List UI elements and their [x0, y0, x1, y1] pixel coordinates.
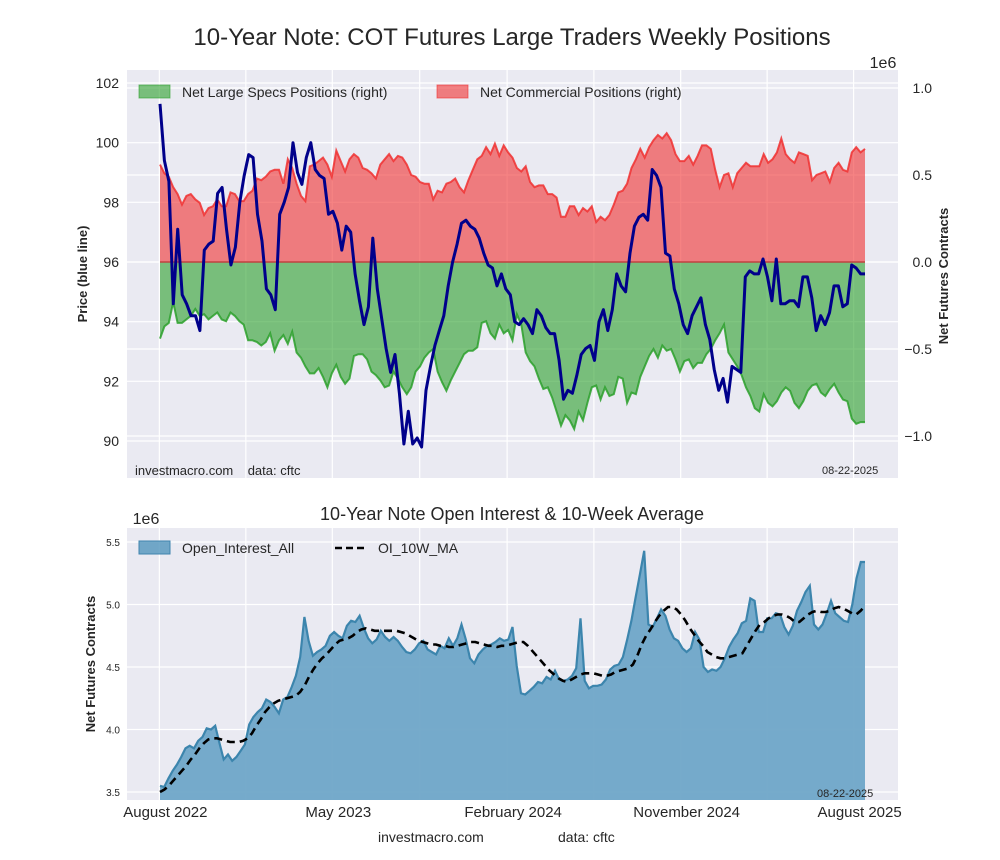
net-contracts-tick-label: 0.5 [913, 167, 933, 183]
legend-label-commercials: Net Commercial Positions (right) [480, 84, 682, 100]
open-interest-tick-label: 4.0 [106, 726, 120, 737]
price-tick-label: 90 [103, 433, 119, 449]
date-tick-label: August 2025 [817, 804, 901, 821]
legend-swatch-commercials [436, 84, 469, 99]
positions-chart: 90 92 94 96 98 100 102 −1.0 −0.5 0.0 0.5 1.0 1e6 P… [75, 55, 951, 478]
legend-label-moving-average: OI_10W_MA [378, 540, 459, 556]
legend-swatch-open-interest [138, 540, 171, 555]
net-contracts-tick-label: 1.0 [913, 80, 933, 96]
positions-areas [159, 131, 866, 432]
price-tick-label: 100 [96, 135, 120, 151]
open-interest-axis-label: Net Futures Contracts [83, 596, 98, 733]
legend-label-large-specs: Net Large Specs Positions (right) [182, 84, 387, 100]
net-contracts-tick-label: −0.5 [904, 341, 932, 357]
open-interest-line [159, 550, 865, 789]
positions-source-annotation: investmacro.com data: cftc [135, 463, 301, 478]
open-interest-title: 10-Year Note Open Interest & 10-Week Ave… [320, 504, 704, 524]
footer-source: data: cftc [558, 829, 615, 845]
date-tick-label: November 2024 [633, 804, 740, 821]
price-tick-label: 98 [103, 194, 119, 210]
price-tick-label: 94 [103, 314, 119, 330]
legend-label-open-interest: Open_Interest_All [182, 540, 294, 556]
moving-average-line [159, 604, 866, 794]
commercial-line [159, 131, 866, 225]
open-interest-chart: 10-Year Note Open Interest & 10-Week Ave… [83, 504, 902, 821]
price-line [158, 103, 865, 449]
net-contracts-axis: −1.0 −0.5 0.0 0.5 1.0 [904, 80, 932, 444]
date-x-axis: August 2022 May 2023 February 2024 November… [123, 804, 901, 821]
price-line-group [158, 103, 865, 449]
date-tick-label: May 2023 [305, 804, 371, 821]
open-interest-tick-label: 4.5 [106, 663, 120, 674]
price-tick-label: 92 [103, 373, 119, 389]
large-specs-line [159, 301, 865, 432]
positions-date-annotation: 08-22-2025 [822, 465, 878, 477]
open-interest-date-annotation: 08-22-2025 [817, 788, 873, 800]
price-tick-label: 96 [103, 254, 119, 270]
date-tick-label: August 2022 [123, 804, 207, 821]
large-specs-area [160, 262, 865, 429]
price-axis: 90 92 94 96 98 100 102 [96, 75, 120, 449]
open-interest-legend: Open_Interest_All OI_10W_MA [138, 540, 459, 556]
date-tick-label: February 2024 [464, 804, 562, 821]
open-interest-multiplier: 1e6 [133, 511, 160, 528]
legend-swatch-large-specs [138, 84, 171, 99]
open-interest-area [160, 550, 865, 800]
open-interest-tick-label: 5.5 [106, 538, 120, 549]
footer-site: investmacro.com [378, 829, 484, 845]
net-contracts-tick-label: −1.0 [904, 428, 932, 444]
net-contracts-axis-label: Net Futures Contracts [936, 208, 951, 345]
open-interest-tick-label: 5.0 [106, 601, 120, 612]
open-interest-y-axis: 3.5 4.0 4.5 5.0 5.5 [106, 538, 120, 799]
commercial-area [160, 133, 865, 262]
positions-legend: Net Large Specs Positions (right) Net Co… [138, 84, 682, 100]
open-interest-tick-label: 3.5 [106, 788, 120, 799]
figure-title: 10-Year Note: COT Futures Large Traders … [193, 24, 830, 51]
price-tick-label: 102 [96, 75, 120, 91]
net-contracts-tick-label: 0.0 [913, 254, 933, 270]
right-axis-multiplier: 1e6 [870, 55, 897, 72]
open-interest-area-group [159, 550, 866, 800]
price-axis-label: Price (blue line) [75, 226, 90, 323]
